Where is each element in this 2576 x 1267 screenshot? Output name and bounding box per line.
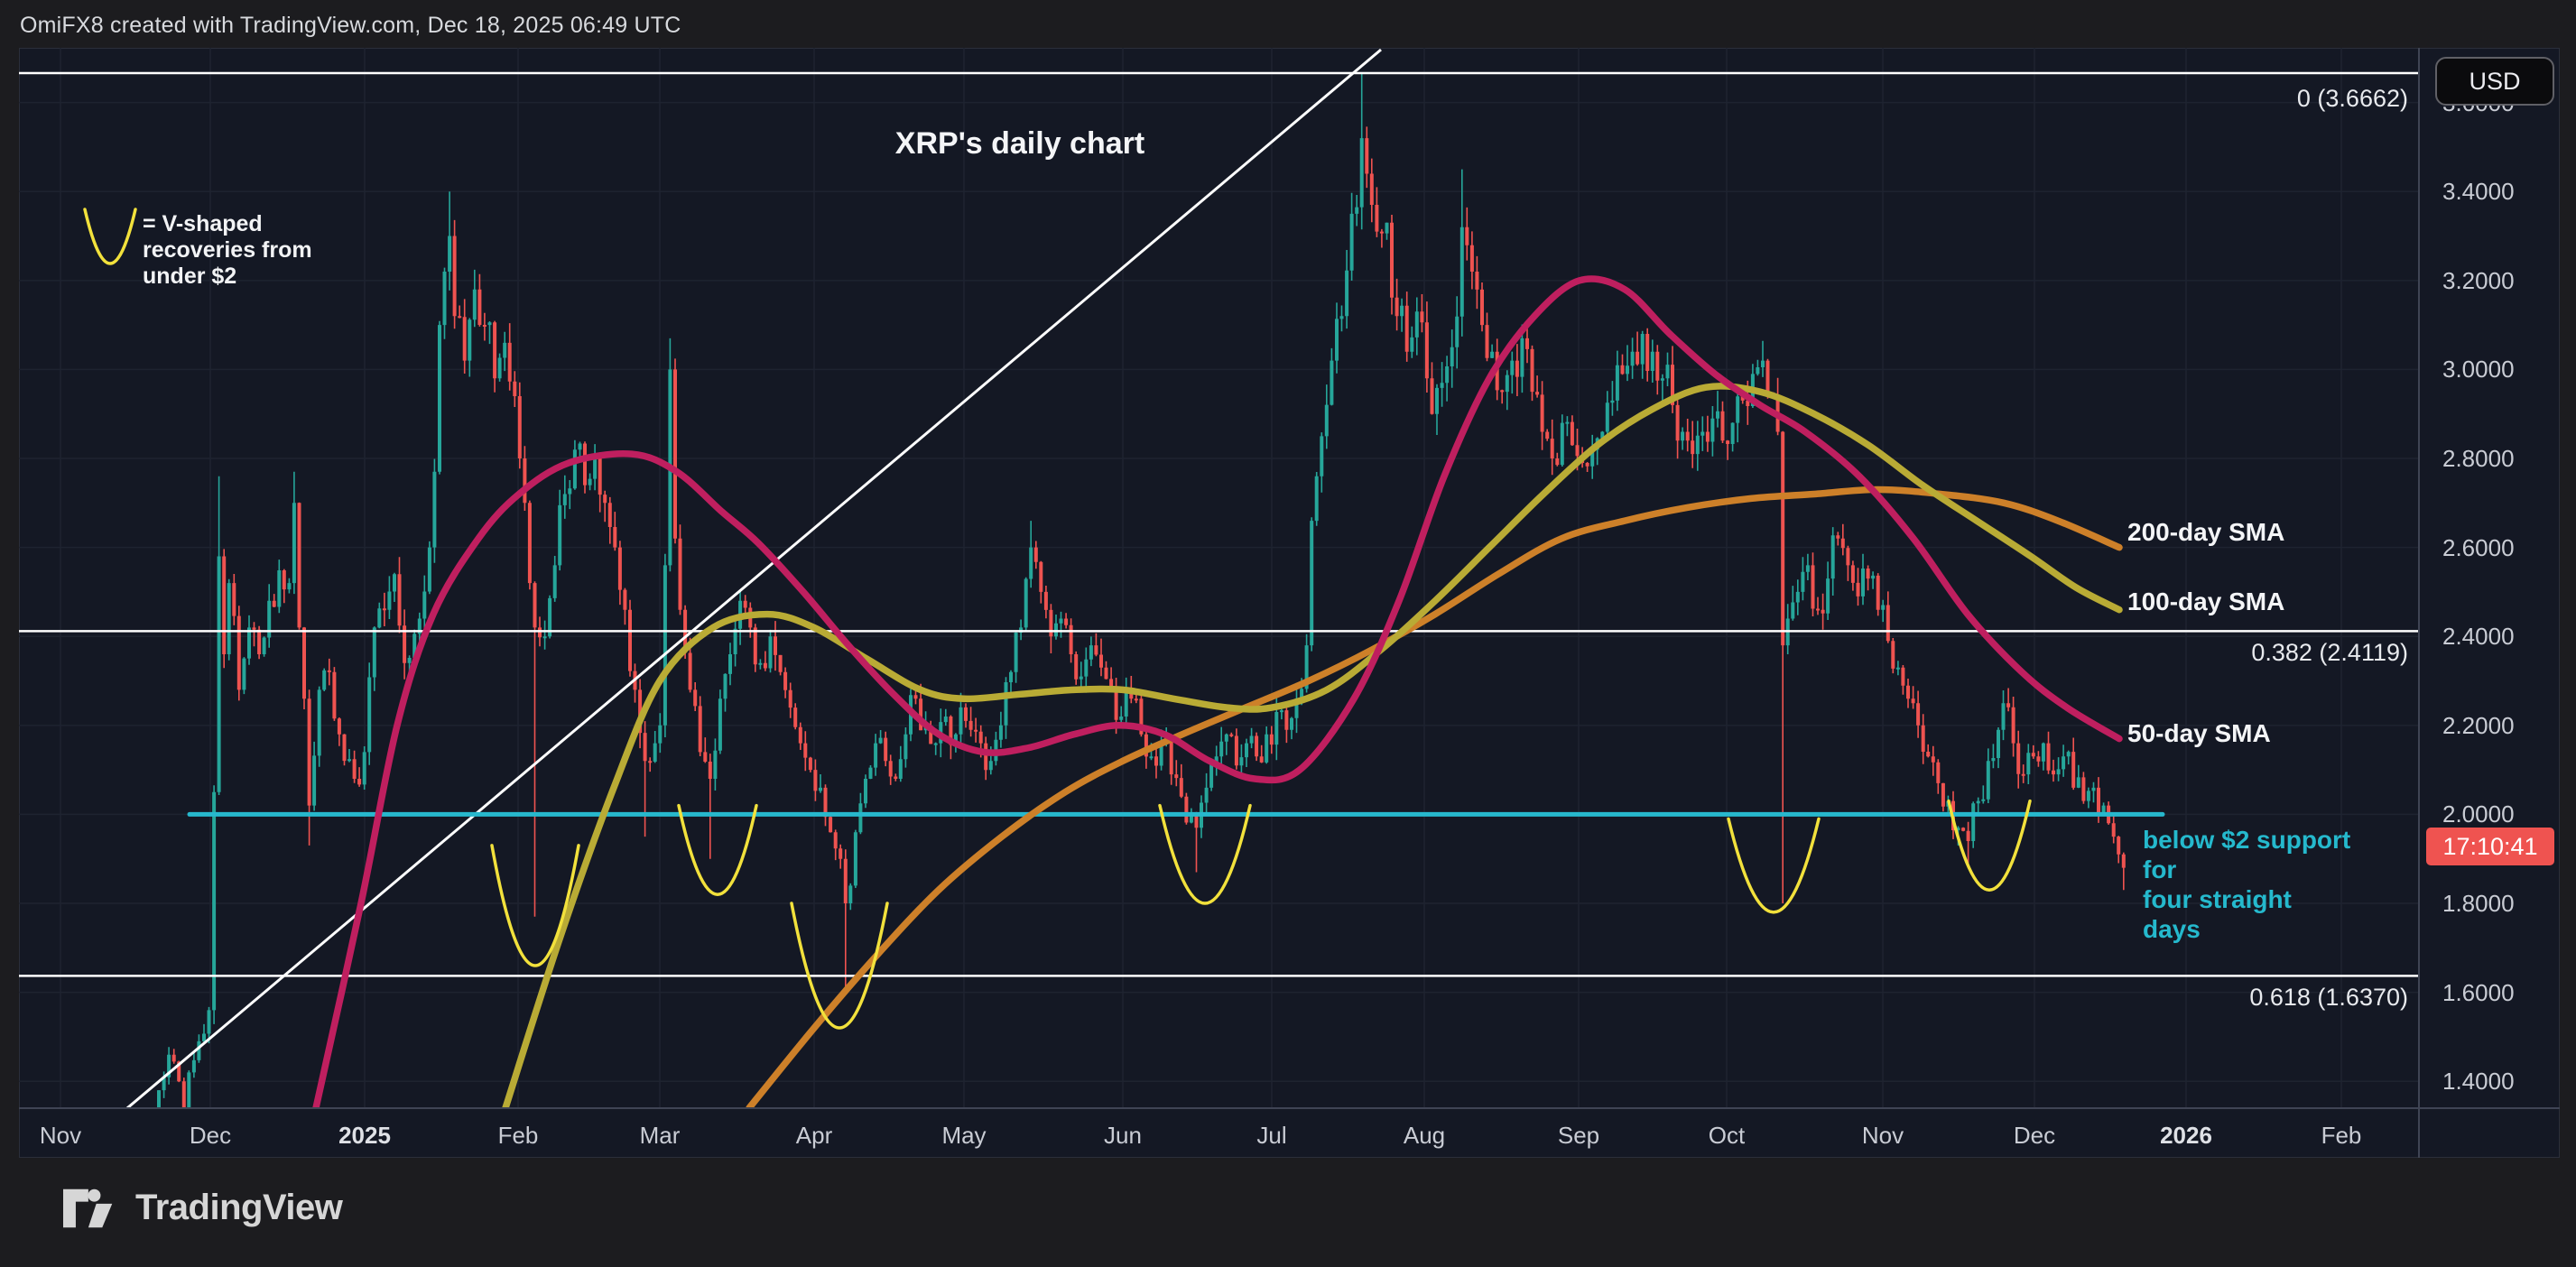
- time-tick-label: May: [941, 1122, 987, 1149]
- time-tick-label: Feb: [497, 1122, 539, 1149]
- time-tick-label: Nov: [39, 1122, 82, 1149]
- fib-level-label: 0.382 (2.4119): [2251, 639, 2408, 666]
- time-tick-label: Mar: [639, 1122, 681, 1149]
- currency-usd-button[interactable]: USD: [2435, 57, 2554, 106]
- fib-level-label: 0 (3.6662): [2296, 85, 2408, 112]
- support-note: below $2 support for four straight days: [2143, 825, 2350, 944]
- tradingview-logo[interactable]: TradingView: [63, 1188, 343, 1228]
- time-tick-label: Sep: [1557, 1122, 1600, 1149]
- fib-level-label: 0.618 (1.6370): [2249, 984, 2408, 1011]
- price-tick-label: 1.8000: [2442, 890, 2515, 918]
- time-tick-label: Jun: [1104, 1122, 1142, 1149]
- countdown-value: 17:10:41: [2442, 832, 2538, 860]
- price-tick-label: 1.4000: [2442, 1068, 2515, 1096]
- price-tick-label: 2.0000: [2442, 800, 2515, 828]
- page-title: XRP's daily chart: [894, 126, 1145, 161]
- legend-line-2: recoveries from: [143, 237, 312, 263]
- currency-usd-label: USD: [2469, 67, 2521, 95]
- support-note-line: for: [2143, 855, 2177, 883]
- time-tick-label: Jul: [1256, 1122, 1287, 1149]
- price-tick-label: 2.6000: [2442, 533, 2515, 561]
- legend-v-shape-note: = V-shaped recoveries from under $2: [143, 211, 312, 290]
- header-credit: OmiFX8 created with TradingView.com, Dec…: [20, 13, 681, 38]
- legend-line-1: = V-shaped: [143, 211, 263, 236]
- support-note-line: days: [2143, 915, 2201, 943]
- price-tick-label: 2.2000: [2442, 711, 2515, 739]
- legend-line-3: under $2: [143, 264, 237, 289]
- price-tick-label: 2.4000: [2442, 623, 2515, 651]
- time-tick-label: Oct: [1708, 1122, 1746, 1149]
- time-tick-label: Nov: [1861, 1122, 1904, 1149]
- price-tick-label: 3.4000: [2442, 178, 2515, 206]
- bar-countdown-badge: 17:10:41: [2426, 828, 2554, 865]
- time-tick-label: Aug: [1403, 1122, 1446, 1149]
- time-tick-label: 2025: [338, 1122, 391, 1149]
- sma-100-label: 100-day SMA: [2127, 587, 2285, 615]
- chart-widget: [19, 48, 2560, 1158]
- support-note-line: four straight: [2143, 885, 2292, 913]
- sma-200-label: 200-day SMA: [2127, 518, 2285, 546]
- price-tick-label: 3.2000: [2442, 266, 2515, 294]
- time-tick-label: Apr: [795, 1122, 833, 1149]
- support-note-line: below $2 support: [2143, 826, 2351, 854]
- sma-50-label: 50-day SMA: [2127, 719, 2271, 747]
- tradingview-logo-icon: [63, 1188, 113, 1227]
- price-tick-label: 3.0000: [2442, 356, 2515, 384]
- price-tick-label: 1.6000: [2442, 978, 2515, 1006]
- time-tick-label: Dec: [189, 1122, 232, 1149]
- tradingview-logo-text: TradingView: [135, 1188, 343, 1227]
- time-tick-label: Feb: [2321, 1122, 2362, 1149]
- price-tick-label: 2.8000: [2442, 445, 2515, 473]
- time-tick-label: 2026: [2160, 1122, 2212, 1149]
- time-tick-label: Dec: [2013, 1122, 2056, 1149]
